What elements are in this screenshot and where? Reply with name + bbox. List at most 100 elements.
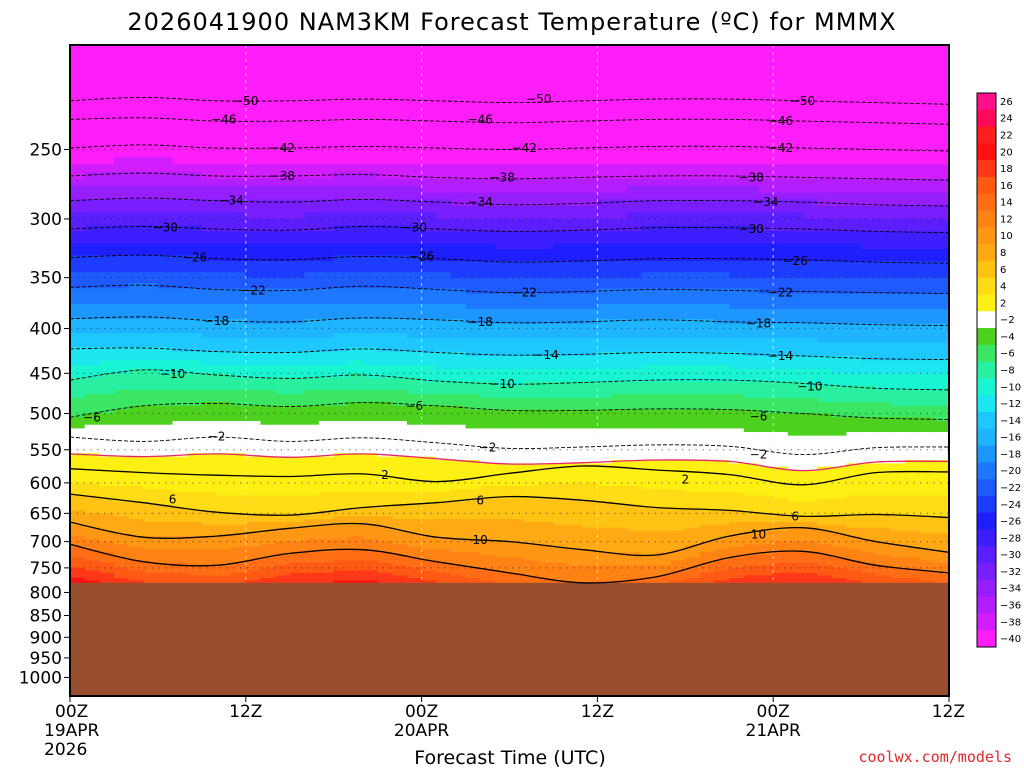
temperature-cell: [568, 565, 584, 569]
temperature-cell: [450, 293, 467, 300]
temperature-cell: [128, 413, 144, 418]
temperature-cell: [143, 575, 159, 579]
temperature-cell: [348, 397, 364, 403]
temperature-cell: [392, 463, 408, 468]
temperature-cell: [509, 486, 525, 490]
temperature-cell: [568, 510, 584, 514]
temperature-cell: [99, 249, 115, 256]
temperature-cell: [406, 185, 423, 194]
temperature-cell: [392, 489, 408, 493]
temperature-cell: [187, 413, 203, 418]
temperature-cell: [436, 373, 452, 379]
temperature-cell: [84, 212, 100, 220]
temperature-cell: [553, 577, 569, 581]
temperature-cell: [333, 577, 349, 581]
temperature-cell: [656, 495, 672, 500]
temperature-cell: [494, 255, 511, 262]
temperature-cell: [553, 424, 569, 429]
temperature-cell: [641, 435, 657, 440]
temperature-cell: [480, 192, 496, 200]
temperature-cell: [187, 149, 203, 158]
temperature-cell: [597, 225, 613, 233]
temperature-cell: [553, 557, 569, 561]
temperature-cell: [113, 513, 130, 517]
temperature-cell: [465, 516, 481, 520]
temperature-cell: [421, 510, 437, 514]
temperature-cell: [421, 424, 437, 429]
temperature-cell: [568, 393, 584, 399]
temperature-cell: [99, 225, 115, 233]
temperature-cell: [641, 460, 657, 464]
temperature-cell: [245, 449, 262, 454]
temperature-cell: [538, 199, 555, 207]
temperature-cell: [656, 533, 672, 537]
temperature-cell: [348, 554, 364, 559]
temperature-cell: [377, 212, 393, 220]
temperature-cell: [128, 424, 144, 429]
temperature-cell: [392, 516, 408, 520]
temperature-cell: [99, 125, 115, 135]
temperature-cell: [568, 469, 584, 474]
temperature-cell: [538, 442, 555, 447]
temperature-cell: [231, 266, 247, 273]
temperature-cell: [157, 567, 174, 571]
temperature-cell: [626, 260, 642, 268]
temperature-cell: [450, 530, 467, 534]
temperature-cell: [656, 516, 672, 520]
temperature-cell: [172, 360, 188, 366]
temperature-cell: [612, 460, 628, 464]
temperature-cell: [143, 560, 159, 564]
temperature-cell: [70, 510, 86, 514]
temperature-cell: [348, 527, 364, 532]
temperature-cell: [187, 469, 203, 474]
temperature-cell: [319, 401, 335, 407]
temperature-cell: [421, 351, 437, 357]
temperature-cell: [70, 178, 86, 187]
temperature-cell: [494, 206, 511, 214]
temperature-cell: [113, 199, 130, 207]
temperature-cell: [99, 73, 115, 84]
temperature-cell: [436, 538, 452, 543]
temperature-cell: [480, 449, 496, 454]
temperature-cell: [333, 580, 349, 584]
temperature-cell: [626, 460, 642, 464]
temperature-cell: [582, 185, 598, 194]
temperature-cell: [480, 141, 496, 151]
temperature-cell: [421, 360, 437, 366]
temperature-cell: [275, 83, 291, 93]
temperature-cell: [641, 373, 657, 379]
temperature-cell: [509, 231, 525, 239]
temperature-cell: [260, 473, 276, 478]
temperature-cell: [670, 199, 686, 207]
temperature-cell: [436, 442, 452, 447]
temperature-cell: [465, 64, 481, 75]
temperature-cell: [582, 449, 598, 454]
temperature-cell: [143, 385, 159, 391]
temperature-cell: [201, 486, 218, 490]
temperature-cell: [538, 489, 555, 493]
temperature-cell: [348, 45, 364, 46]
temperature-cell: [363, 100, 379, 110]
temperature-cell: [480, 417, 496, 422]
temperature-cell: [245, 393, 262, 399]
temperature-cell: [201, 328, 218, 334]
temperature-cell: [641, 409, 657, 415]
temperature-cell: [216, 283, 232, 289]
temperature-cell: [260, 560, 276, 564]
temperature-cell: [641, 199, 657, 207]
temperature-cell: [626, 522, 642, 526]
temperature-cell: [582, 218, 598, 226]
temperature-cell: [348, 453, 364, 458]
temperature-cell: [392, 449, 408, 454]
temperature-cell: [319, 530, 335, 534]
temperature-cell: [143, 432, 159, 437]
temperature-cell: [289, 498, 305, 503]
temperature-cell: [157, 381, 174, 387]
temperature-cell: [319, 417, 335, 422]
temperature-cell: [568, 466, 584, 471]
temperature-cell: [524, 199, 540, 207]
temperature-cell: [480, 541, 496, 545]
temperature-cell: [289, 482, 305, 487]
temperature-cell: [187, 381, 203, 387]
temperature-cell: [612, 549, 628, 553]
